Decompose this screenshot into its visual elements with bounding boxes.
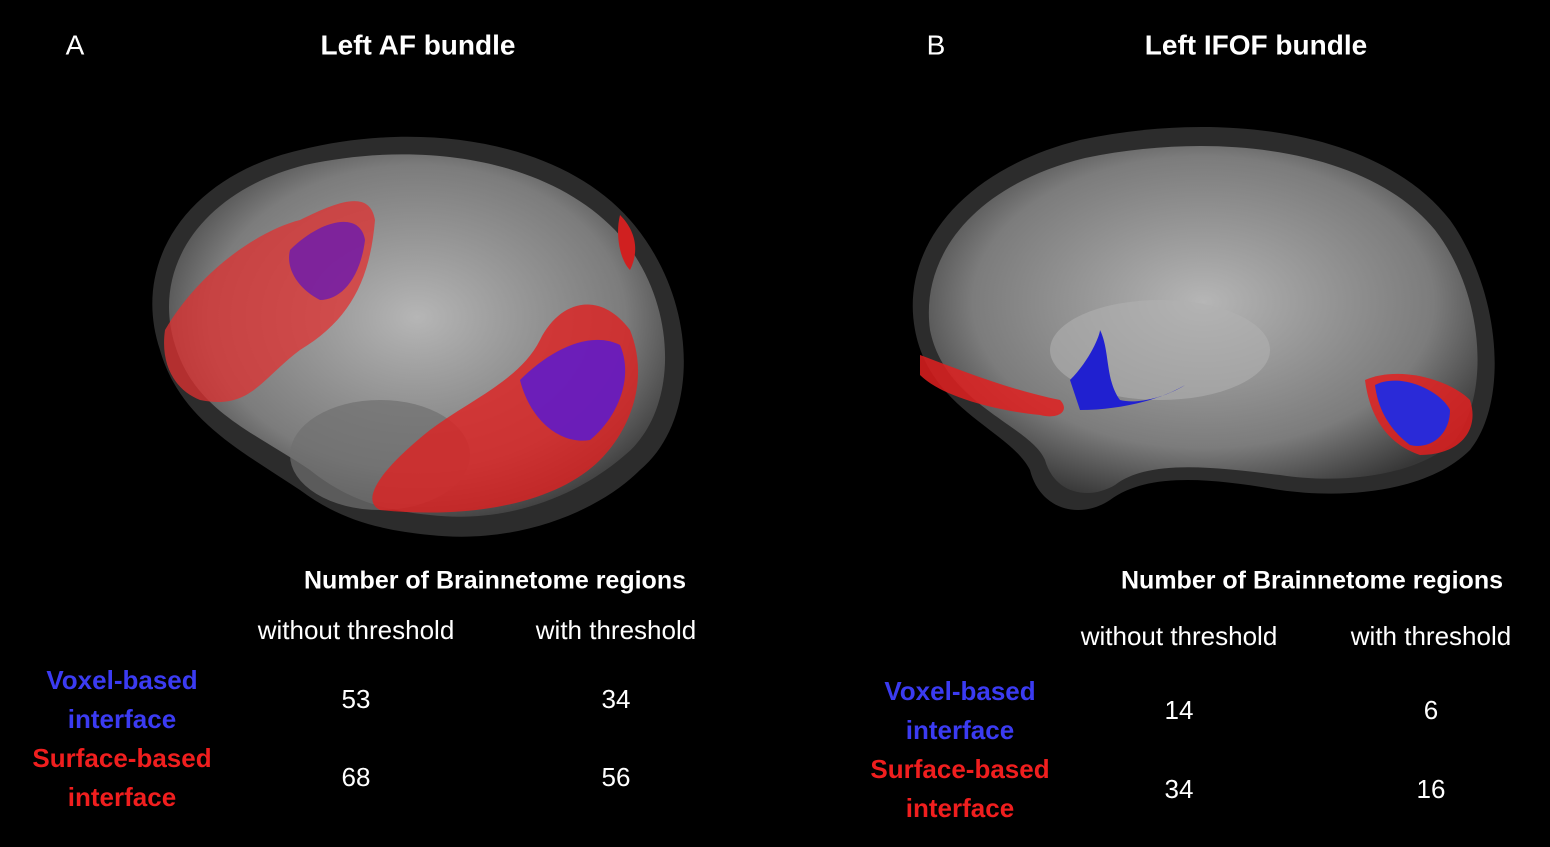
brain-image-b	[912, 126, 1495, 510]
row-label: Surface-based	[32, 743, 211, 773]
row-label: interface	[906, 715, 1014, 745]
table-cell: 34	[1165, 774, 1194, 804]
row-label: interface	[906, 793, 1014, 823]
panel-label: B	[927, 29, 946, 60]
table-header: Number of Brainnetome regions	[304, 567, 686, 595]
panel-label: A	[66, 29, 85, 60]
panel-title: Left IFOF bundle	[1145, 29, 1367, 60]
table-cell: 14	[1165, 695, 1194, 725]
table-cell: 34	[602, 684, 631, 714]
column-header: with threshold	[1350, 621, 1511, 651]
table-cell: 68	[342, 762, 371, 792]
row-label: Surface-based	[870, 754, 1049, 784]
column-header: without threshold	[1080, 621, 1278, 651]
table-header: Number of Brainnetome regions	[1121, 567, 1503, 595]
row-label: Voxel-based	[46, 665, 197, 695]
column-header: with threshold	[535, 615, 696, 645]
row-label: interface	[68, 782, 176, 812]
table-cell: 6	[1424, 695, 1438, 725]
table-cell: 16	[1417, 774, 1446, 804]
column-header: without threshold	[257, 615, 455, 645]
row-label: interface	[68, 704, 176, 734]
brain-image-a	[152, 136, 684, 537]
table-cell: 53	[342, 684, 371, 714]
panel-title: Left AF bundle	[321, 29, 516, 60]
table-cell: 56	[602, 762, 631, 792]
row-label: Voxel-based	[884, 676, 1035, 706]
